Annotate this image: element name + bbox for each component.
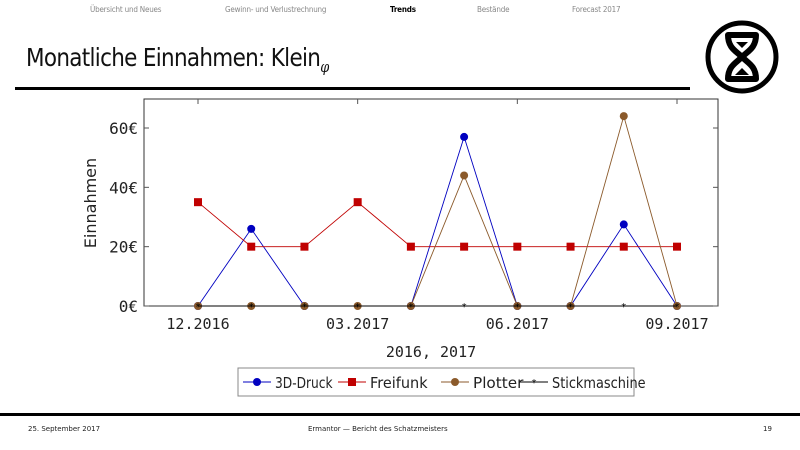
footer-page-number: 19	[763, 425, 772, 433]
nav-item-uebersicht[interactable]: Übersicht und Neues	[90, 5, 162, 14]
x-tick-label: 09.2017	[645, 315, 708, 333]
legend-item-freifunk: Freifunk	[338, 374, 428, 392]
plot-frame	[143, 98, 719, 307]
x-tick-label: 03.2017	[326, 315, 389, 333]
hourglass-circle-icon	[705, 20, 779, 94]
series-3d-druck	[194, 132, 681, 310]
svg-text:*: *	[462, 302, 467, 313]
svg-text:Freifunk: Freifunk	[370, 374, 428, 392]
chart-legend: 3D-Druck Freifunk Plotter * Stickmaschine	[237, 367, 646, 397]
slide-title-text: Monatliche Einnahmen: Klein	[26, 43, 321, 72]
y-tick-label: 60€	[109, 119, 138, 138]
y-tick-label: 40€	[109, 178, 138, 197]
svg-text:*: *	[355, 302, 360, 313]
legend-item-stickmaschine: * Stickmaschine	[520, 374, 646, 392]
income-line-chart: 0€ 20€ 40€ 60€ 12.2016 03.2017 06.2017 09.2017 2…	[81, 98, 719, 397]
slide-title-subscript: φ	[320, 58, 329, 76]
svg-text:*: *	[532, 378, 537, 389]
nav-item-forecast[interactable]: Forecast 2017	[572, 5, 621, 14]
svg-text:Stickmaschine: Stickmaschine	[552, 374, 646, 392]
svg-text:*: *	[568, 302, 573, 313]
title-rule	[15, 87, 690, 90]
y-tick-label: 20€	[109, 238, 138, 257]
svg-text:*: *	[621, 302, 626, 313]
footer-title: Ermantor — Bericht des Schatzmeisters	[308, 425, 448, 433]
svg-text:*: *	[302, 302, 307, 313]
svg-text:*: *	[515, 302, 520, 313]
x-axis-label: 2016, 2017	[386, 343, 476, 361]
chart-axes: 0€ 20€ 40€ 60€ 12.2016 03.2017 06.2017 09.2017 2…	[81, 98, 719, 361]
slide-title: Monatliche Einnahmen: Kleinφ	[26, 43, 329, 76]
series-plotter	[194, 112, 681, 310]
section-navigation: Übersicht und Neues Gewinn- und Verlustr…	[0, 5, 800, 19]
svg-text:*: *	[675, 302, 680, 313]
nav-item-trends[interactable]: Trends	[390, 5, 416, 14]
chart-series: * * * * * * * * * *	[194, 112, 681, 313]
series-stickmaschine: * * * * * * * * * *	[196, 302, 680, 313]
svg-text:Plotter: Plotter	[473, 374, 524, 392]
svg-text:3D-Druck: 3D-Druck	[275, 374, 333, 392]
x-tick-label: 12.2016	[166, 315, 229, 333]
svg-text:*: *	[249, 302, 254, 313]
series-freifunk	[194, 198, 681, 251]
legend-item-plotter: Plotter	[441, 374, 524, 392]
nav-item-bestaende[interactable]: Bestände	[477, 5, 510, 14]
x-tick-label: 06.2017	[486, 315, 549, 333]
y-axis-label: Einnahmen	[81, 158, 100, 248]
nav-item-guv[interactable]: Gewinn- und Verlustrechnung	[225, 5, 327, 14]
y-tick-label: 0€	[119, 297, 138, 316]
svg-text:*: *	[408, 302, 413, 313]
legend-item-3d-druck: 3D-Druck	[243, 374, 333, 392]
footer-rule	[0, 413, 800, 416]
svg-text:*: *	[196, 302, 201, 313]
footer-date: 25. September 2017	[28, 425, 101, 433]
